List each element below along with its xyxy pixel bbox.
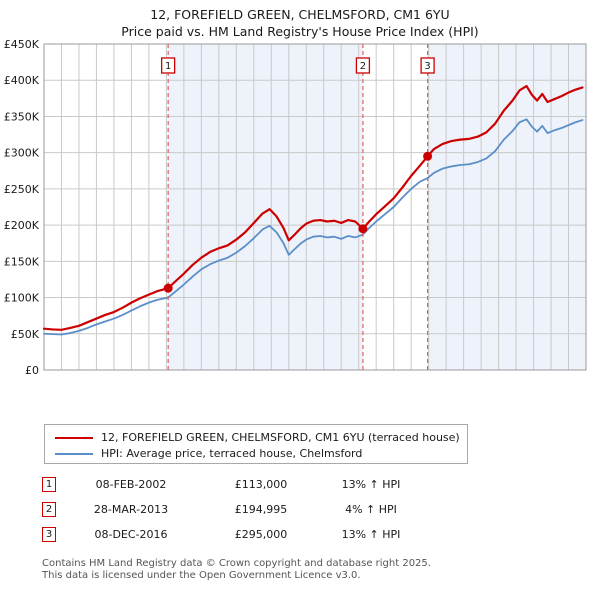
chart-shaded-band-2 [427,44,586,370]
page-title: 12, FOREFIELD GREEN, CHELMSFORD, CM1 6YU [150,7,450,22]
legend-swatch-property [55,436,93,439]
transaction-date: 08-FEB-2002 [95,478,167,491]
legend-item-hpi: HPI: Average price, terraced house, Chel… [51,446,461,461]
table-row: 2 28-MAR-2013 £194,995 4% ↑ HPI [42,497,462,522]
marker-badge-box-1[interactable] [160,57,176,74]
table-row: 3 08-DEC-2016 £295,000 13% ↑ HPI [42,522,462,547]
plot-area-border [43,43,587,371]
y-axis-tick-label: £50K [11,328,40,341]
transaction-point-1[interactable] [163,283,173,293]
marker-badge-label-1: 1 [165,61,171,72]
transaction-date: 08-DEC-2016 [94,528,168,541]
series-line-property [42,84,584,331]
transaction-badge: 3 [42,527,56,542]
transaction-point-2[interactable] [358,224,368,234]
transaction-price: £113,000 [234,478,288,491]
y-axis-tick-label: £300K [4,147,40,160]
footer-licence: This data is licensed under the Open Gov… [42,570,361,581]
marker-badge-label-2: 2 [360,61,366,72]
footer-copyright: Contains HM Land Registry data © Crown c… [42,558,431,569]
transaction-badge: 2 [42,502,56,517]
marker-badge-box-3[interactable] [420,57,435,74]
y-axis-tick-label: £150K [4,255,40,268]
y-axis-tick-label: £350K [4,110,40,123]
transaction-price: £295,000 [234,528,288,541]
chart-shaded-band-1 [168,44,363,370]
transaction-hpi-delta: 4% ↑ HPI [345,503,397,516]
page-subtitle: Price paid vs. HM Land Registry's House … [121,24,479,39]
price-history-chart: £0 £50K £100K £150K £200K £250K £300K £350K £400… [0,40,600,375]
legend-label-property: 12, FOREFIELD GREEN, CHELMSFORD, CM1 6YU… [101,431,460,444]
y-axis-tick-label: £250K [4,183,40,196]
y-axis-tick-label: £0 [25,364,39,375]
y-axis-tick-label: £200K [4,219,40,232]
y-axis-tick-label: £100K [4,292,40,305]
marker-badge-label-3: 3 [424,61,430,72]
transactions-table: 1 08-FEB-2002 £113,000 13% ↑ HPI 2 28-MA… [42,472,462,547]
transaction-point-3[interactable] [423,151,433,161]
footer-attribution: Contains HM Land Registry data © Crown c… [42,558,562,582]
transaction-hpi-delta: 13% ↑ HPI [341,478,401,491]
transaction-hpi-delta: 13% ↑ HPI [341,528,401,541]
chart-titles: 12, FOREFIELD GREEN, CHELMSFORD, CM1 6YU… [0,0,600,40]
y-axis-tick-label: £450K [4,40,40,51]
legend-swatch-hpi [55,452,93,455]
transaction-date: 28-MAR-2013 [93,503,169,516]
legend-item-property: 12, FOREFIELD GREEN, CHELMSFORD, CM1 6YU… [51,430,461,445]
marker-badge-box-2[interactable] [355,57,371,74]
series-line-hpi [43,118,584,336]
chart-canvas: £0 £50K £100K £150K £200K £250K £300K £350K £400… [4,40,587,375]
legend-label-hpi: HPI: Average price, terraced house, Chel… [101,447,363,460]
chart-legend: 12, FOREFIELD GREEN, CHELMSFORD, CM1 6YU… [44,424,468,464]
transaction-badge: 1 [42,477,56,492]
transaction-price: £194,995 [234,503,288,516]
y-axis-tick-label: £400K [4,74,40,87]
table-row: 1 08-FEB-2002 £113,000 13% ↑ HPI [42,472,462,497]
